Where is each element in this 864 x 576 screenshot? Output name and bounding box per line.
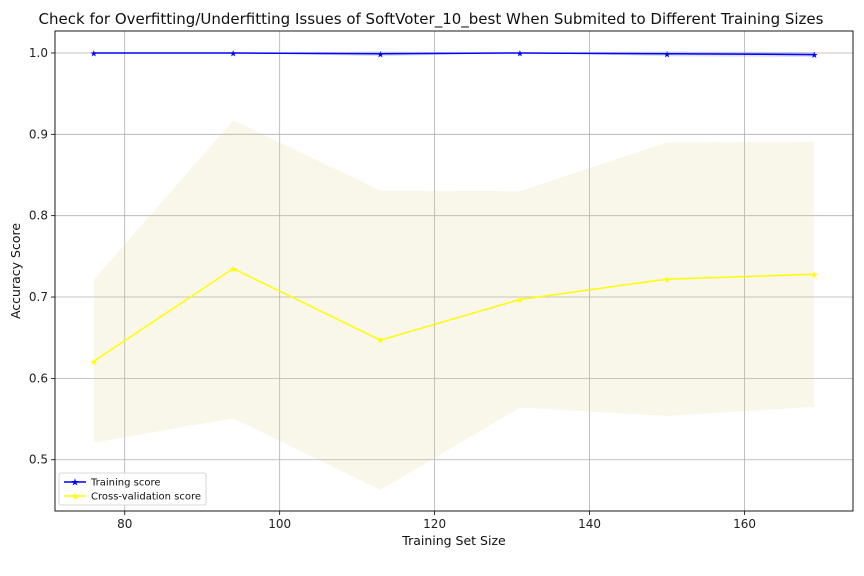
point-cross-validation-score-3: ★ [516,296,524,306]
series-markers: ★ ★ ★ ★ ★ ★ ★ ★ ★ ★ ★ ★ [90,49,819,367]
y-tick-label-0: 0.5 [29,453,48,467]
point-cross-validation-score-1: ★ [229,265,237,275]
chart-title: Check for Overfitting/Underfitting Issue… [39,10,824,29]
x-tick-label-3: 140 [578,517,601,531]
y-axis-label: Accuracy Score [8,223,23,319]
x-axis-label: Training Set Size [401,533,506,548]
point-cross-validation-score-2: ★ [376,337,384,347]
y-ticks: 0.5 0.6 0.7 0.8 0.9 1.0 [29,46,55,467]
confidence-bands [93,51,815,490]
x-tick-label-4: 160 [733,517,756,531]
y-tick-label-2: 0.7 [29,290,48,304]
legend-box [58,472,207,506]
plot-frame [54,30,854,512]
x-tick-label-1: 100 [268,517,291,531]
point-training-score-1: ★ [229,49,237,59]
point-training-score-5: ★ [810,51,818,61]
point-cross-validation-score-5: ★ [810,271,818,281]
point-training-score-3: ★ [516,49,524,59]
x-tick-label-0: 80 [117,517,132,531]
point-training-score-4: ★ [663,50,671,60]
point-cross-validation-score-4: ★ [663,276,671,286]
x-tick-label-2: 120 [423,517,446,531]
line-cross-validation-score [93,267,815,362]
legend-marker-training: ★ [71,478,80,489]
line-training-score [93,52,815,56]
point-training-score-0: ★ [90,49,98,59]
y-tick-label-1: 0.6 [29,371,48,385]
x-ticks: 80 100 120 140 160 [117,511,756,531]
point-cross-validation-score-0: ★ [90,358,98,368]
y-tick-label-5: 1.0 [29,46,48,60]
legend-label-cross-validation: Cross-validation score [91,492,201,503]
legend: ★ Training score ★ Cross-validation scor… [58,472,207,506]
series-lines [93,52,815,362]
legend-label-training: Training score [90,478,161,489]
y-tick-label-3: 0.8 [29,209,48,223]
band-cross-validation-score [93,120,815,490]
legend-marker-cross-validation: ★ [71,492,80,503]
point-training-score-2: ★ [376,50,384,60]
y-tick-label-4: 0.9 [29,127,48,141]
